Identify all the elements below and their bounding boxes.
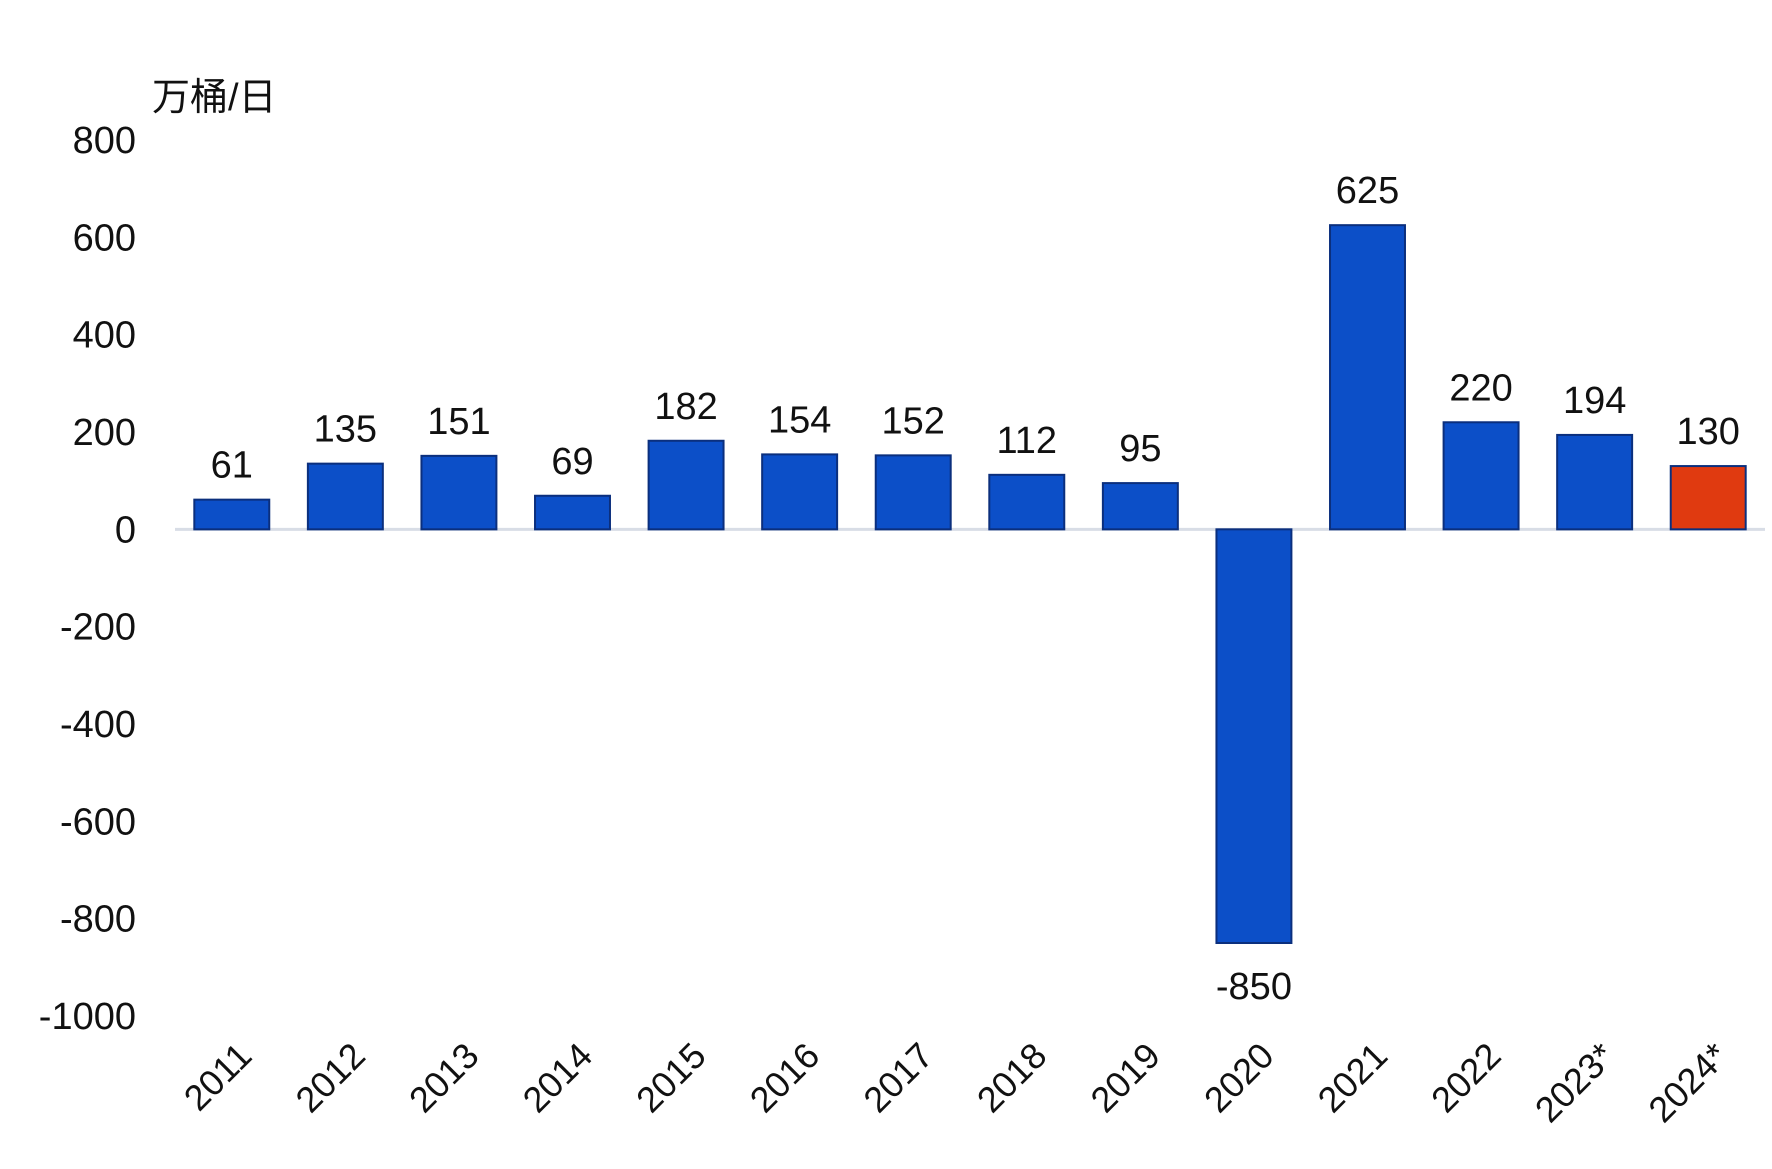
data-label: 112 <box>996 420 1057 462</box>
x-tick-label: 2018 <box>969 1035 1055 1121</box>
y-tick-label: -800 <box>60 899 136 941</box>
x-tick-label: 2012 <box>287 1035 373 1121</box>
data-label: 69 <box>551 441 593 483</box>
y-tick-label: -200 <box>60 607 136 649</box>
x-tick-label: 2016 <box>742 1035 828 1121</box>
y-tick-label: 200 <box>73 412 136 454</box>
bar-2016 <box>761 453 839 531</box>
data-labels: 61 135 151 69 182 154 152 112 95 -850 625 220 194 130 <box>211 170 1740 1008</box>
data-label: 151 <box>427 401 490 443</box>
bar-2023-est <box>1556 433 1634 531</box>
bar-2020 <box>1215 528 1293 944</box>
bar-2019 <box>1101 482 1179 531</box>
data-label: 61 <box>211 445 253 487</box>
bar-2014 <box>534 494 611 531</box>
bar-2011 <box>193 498 271 531</box>
y-tick-label: 400 <box>73 315 136 357</box>
bar-series <box>193 224 1747 944</box>
x-tick-label: 2023* <box>1527 1035 1623 1131</box>
y-tick-label: 0 <box>115 509 136 551</box>
x-tick-label: 2014 <box>515 1035 601 1121</box>
bar-2017 <box>874 454 952 531</box>
data-label: 95 <box>1119 428 1161 470</box>
x-tick-label: 2021 <box>1310 1035 1396 1121</box>
data-label: 625 <box>1336 170 1399 212</box>
x-tick-label: 2013 <box>401 1035 487 1121</box>
x-tick-label: 2019 <box>1082 1035 1168 1121</box>
bar-2018 <box>988 473 1066 531</box>
bar-2021 <box>1329 224 1406 531</box>
data-label: 220 <box>1449 367 1512 409</box>
x-tick-label: 2022 <box>1423 1035 1509 1121</box>
x-tick-label: 2020 <box>1196 1035 1282 1121</box>
bar-2015 <box>647 439 725 531</box>
data-label: 194 <box>1563 380 1626 422</box>
bar-2012 <box>306 462 384 531</box>
y-axis: 800 600 400 200 0 -200 -400 -600 -800 -1000 <box>39 120 136 1038</box>
y-tick-label: 600 <box>73 217 136 259</box>
x-tick-label: 2011 <box>176 1035 260 1119</box>
data-label: 135 <box>314 409 377 451</box>
y-unit-label: 万桶/日 <box>152 77 277 119</box>
y-tick-label: -600 <box>60 801 136 843</box>
data-label: 130 <box>1677 411 1740 453</box>
bar-2022 <box>1442 421 1520 531</box>
data-label: 182 <box>654 386 717 428</box>
bar-2024-est <box>1669 465 1747 531</box>
data-label: 154 <box>768 399 831 441</box>
y-tick-label: -1000 <box>39 996 136 1038</box>
x-tick-label: 2017 <box>855 1035 941 1121</box>
y-tick-label: 800 <box>73 120 136 162</box>
x-tick-label: 2024* <box>1640 1035 1736 1131</box>
y-tick-label: -400 <box>60 704 136 746</box>
bar-2013 <box>420 454 498 531</box>
data-label: -850 <box>1216 966 1292 1008</box>
data-label: 152 <box>882 400 945 442</box>
x-tick-label: 2015 <box>628 1035 714 1121</box>
x-axis: 2011 2012 2013 2014 2015 2016 2017 2018 2019 2020… <box>176 1035 1736 1131</box>
